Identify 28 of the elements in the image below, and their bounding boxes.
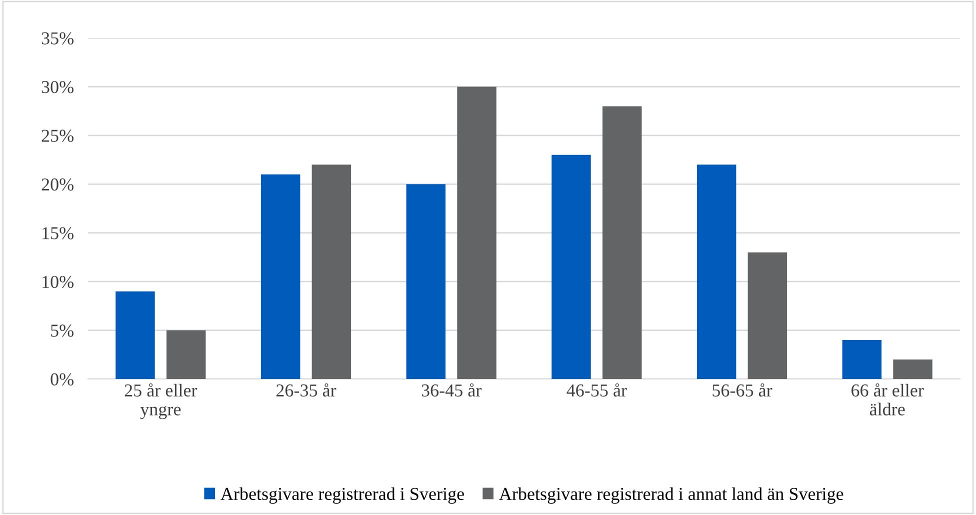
y-tick-label: 20% bbox=[42, 178, 74, 191]
y-tick-label: 0% bbox=[50, 373, 74, 386]
bar bbox=[893, 360, 932, 379]
x-tick-label: 26-35 år bbox=[276, 383, 336, 397]
bar bbox=[116, 291, 155, 379]
bar bbox=[696, 164, 736, 379]
y-tick-label: 10% bbox=[42, 276, 74, 288]
x-tick-label: 46-55 år bbox=[566, 383, 627, 397]
x-tick-label: 25 år eller yngre bbox=[124, 383, 198, 420]
bar bbox=[552, 154, 591, 379]
bar bbox=[748, 252, 788, 379]
y-tick-label: 30% bbox=[42, 80, 74, 94]
x-tick-label: 66 år eller äldre bbox=[852, 383, 924, 416]
x-tick-label: 36-45 år bbox=[422, 383, 482, 397]
bar bbox=[602, 106, 642, 379]
bar bbox=[406, 184, 446, 379]
y-tick-label: 5% bbox=[51, 324, 74, 337]
bar bbox=[312, 164, 352, 379]
y-tick-label: 15% bbox=[42, 227, 74, 240]
y-tick-label: 35% bbox=[42, 32, 74, 44]
legend-label: Arbetsgivare registrerad i Sverige bbox=[220, 487, 464, 504]
x-tick-label: 56-65 år bbox=[712, 383, 772, 397]
bar bbox=[842, 340, 882, 379]
y-tick-label: 25% bbox=[42, 130, 74, 142]
bar bbox=[260, 174, 300, 379]
bar bbox=[457, 86, 496, 379]
bar bbox=[166, 330, 206, 379]
legend-label: Arbetsgivare registrerad i annat land än Sverige bbox=[499, 487, 844, 504]
